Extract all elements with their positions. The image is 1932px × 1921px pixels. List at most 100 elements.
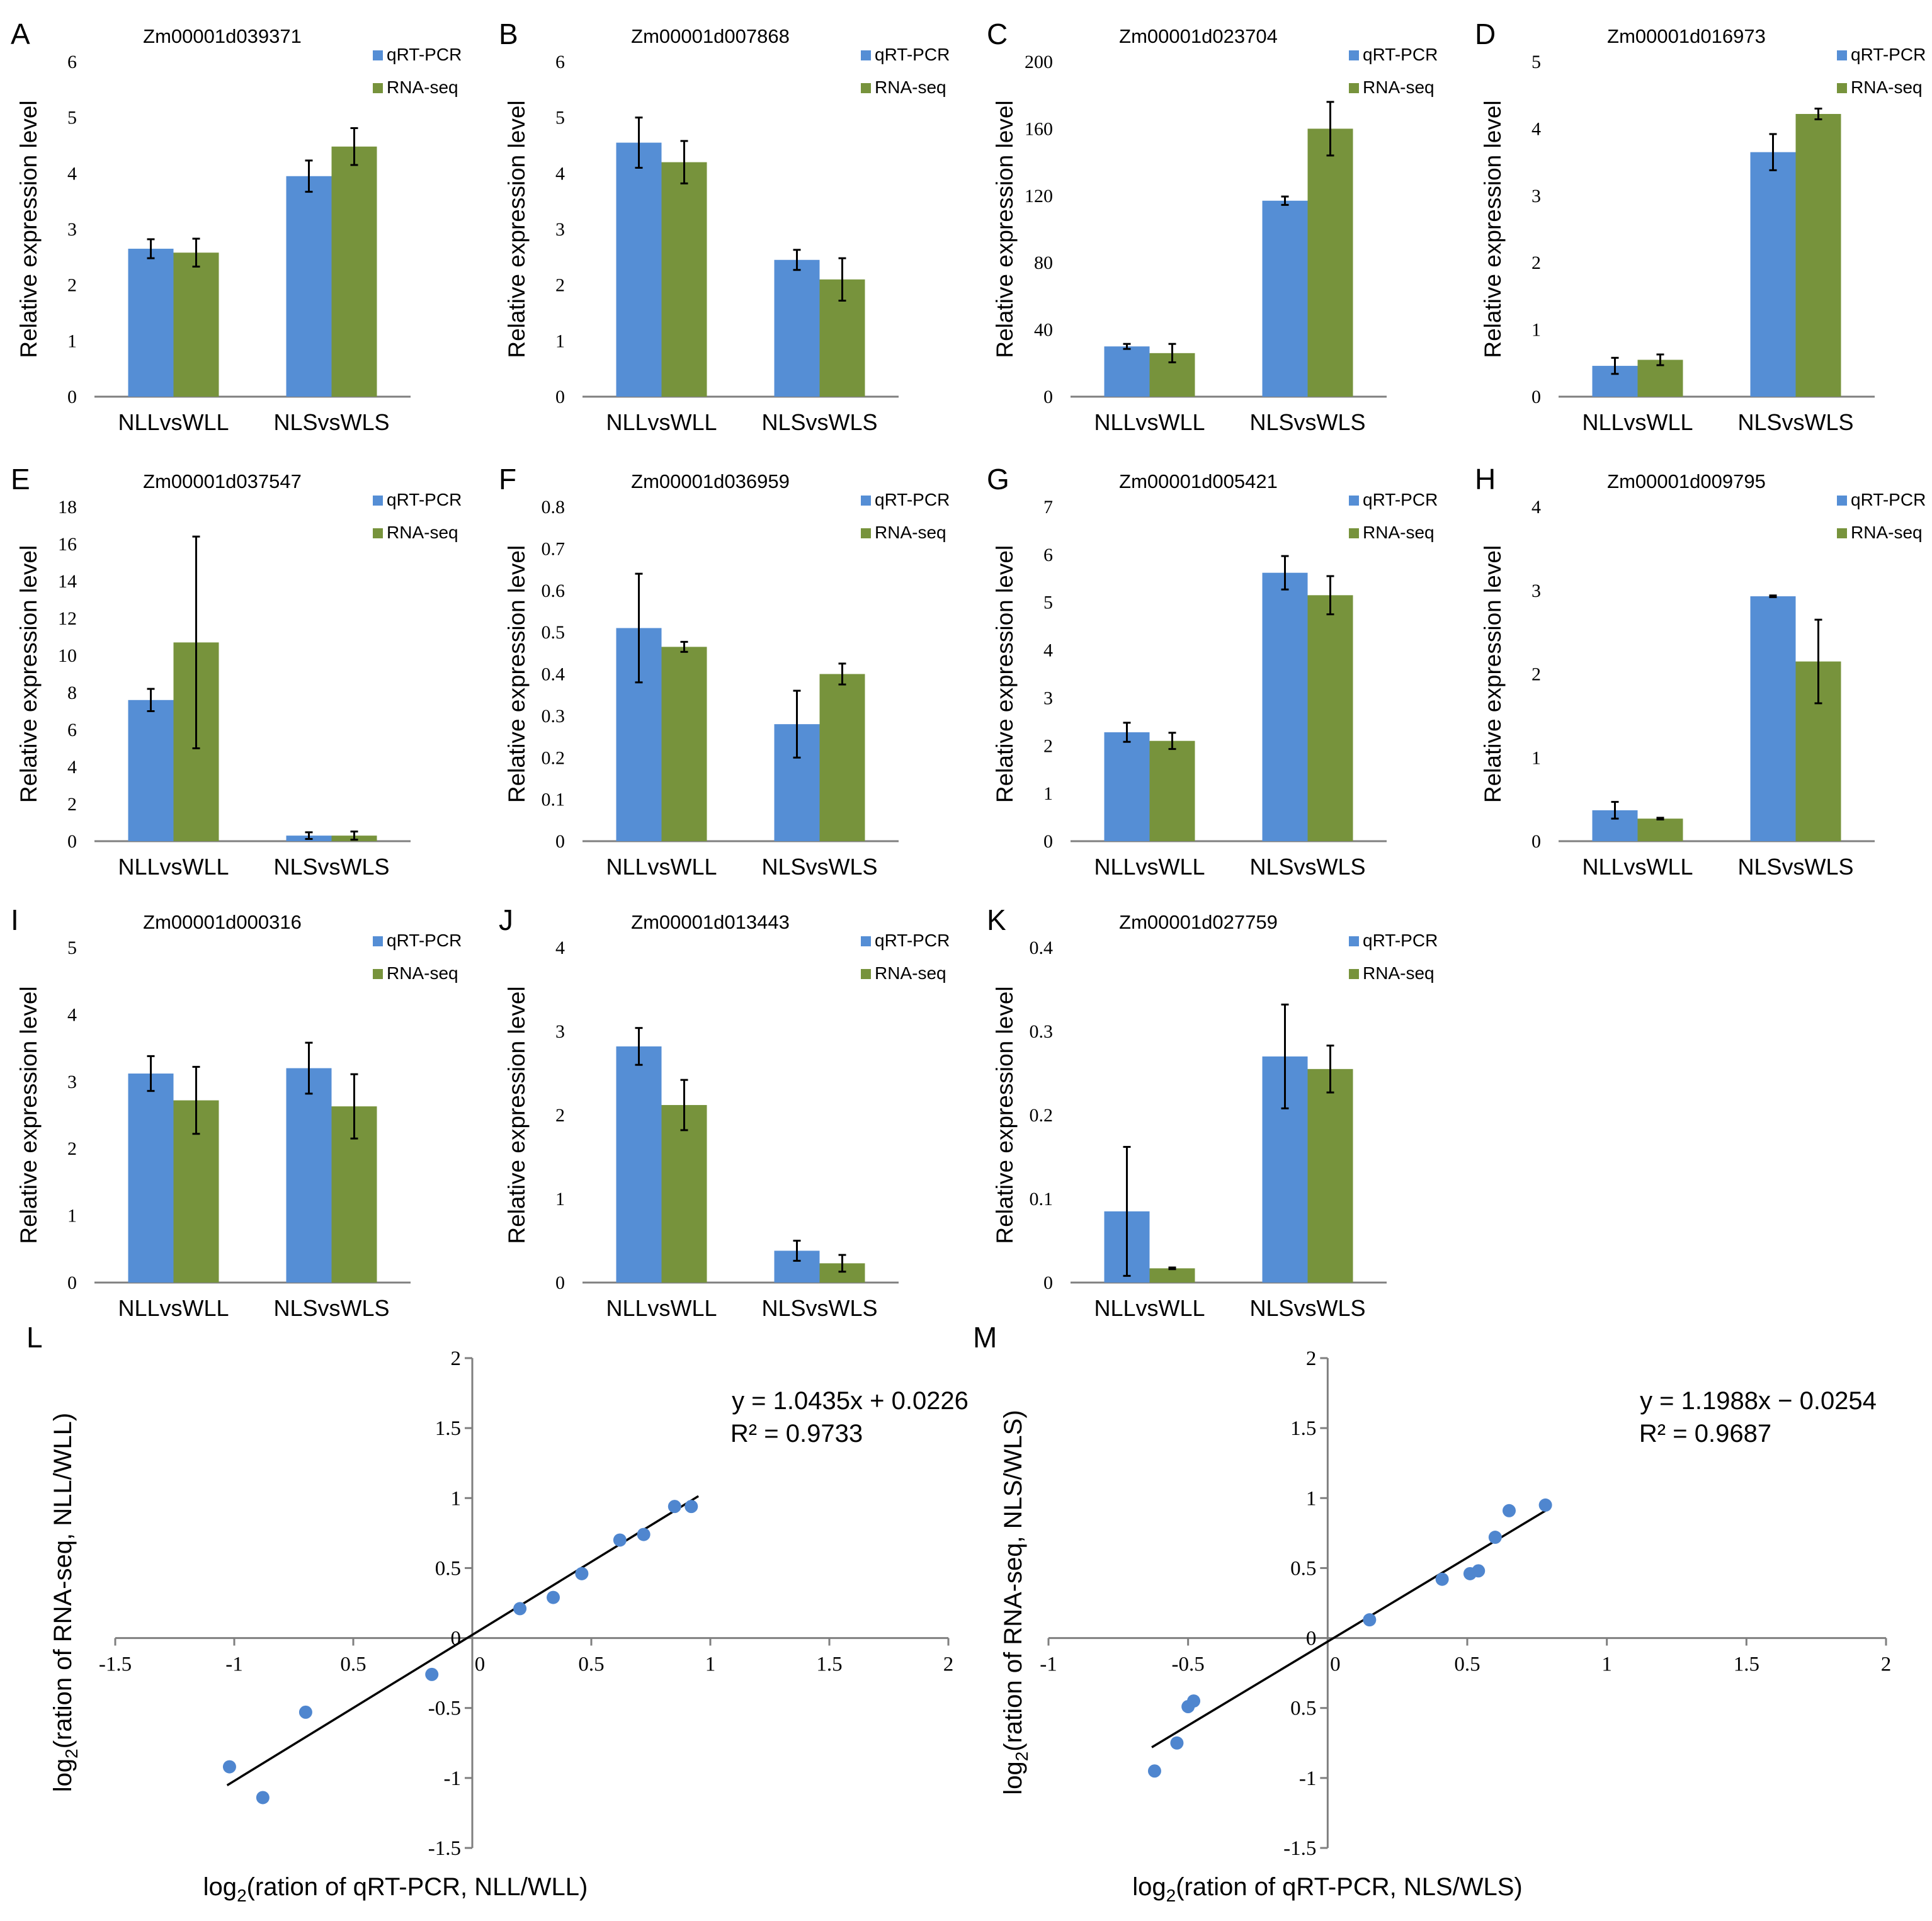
y-tick-label: -1.5 [1283, 1837, 1316, 1860]
bar-rna-seq [1149, 1268, 1195, 1283]
x-tick-label: 0.5 [578, 1653, 604, 1676]
y-axis-label: Relative expression level [16, 100, 42, 358]
y-tick-label: 1 [67, 1206, 77, 1227]
y-tick-label: 2 [1531, 252, 1541, 273]
panel-letter: H [1475, 463, 1496, 496]
legend-swatch-qrt-pcr [861, 496, 871, 506]
panel-letter: C [987, 18, 1008, 50]
y-tick-label: -0.5 [428, 1697, 461, 1720]
x-tick-label: NLLvsWLL [1094, 409, 1205, 435]
charts-layer: A Zm00001d039371 Relative expression level… [11, 18, 1926, 1905]
y-tick-label: 0.4 [542, 664, 565, 685]
y-tick-label: 3 [1043, 688, 1053, 708]
legend-label-rna-seq: RNA-seq [387, 523, 458, 542]
y-tick-label: 4 [555, 163, 565, 184]
panel-letter: J [499, 904, 513, 936]
chart-title: Zm00001d023704 [1119, 25, 1278, 47]
chart-title: Zm00001d013443 [631, 911, 790, 933]
y-tick-label: 1.5 [1290, 1417, 1316, 1440]
y-tick-label: 1 [67, 331, 77, 351]
bar-qrt-pcr [1104, 346, 1150, 397]
legend-label-qrt-pcr: qRT-PCR [875, 45, 950, 64]
data-point [1503, 1504, 1516, 1517]
y-axis-label: Relative expression level [504, 545, 530, 803]
y-axis-label: Relative expression level [992, 100, 1018, 358]
y-tick-label: 14 [58, 571, 77, 592]
y-tick-label: 3 [1531, 186, 1541, 207]
y-tick-label: -1 [444, 1767, 462, 1790]
chart-title: Zm00001d000316 [143, 911, 302, 933]
y-axis-label: log2(ration of RNA-seq, NLS/WLS) [999, 1410, 1031, 1794]
legend-swatch-qrt-pcr [1837, 50, 1847, 60]
data-point [1170, 1736, 1184, 1750]
chart-title: Zm00001d037547 [143, 470, 302, 492]
legend-label-rna-seq: RNA-seq [1851, 77, 1923, 97]
legend-swatch-qrt-pcr [1349, 50, 1359, 60]
y-tick-label: 0.5 [1290, 1557, 1316, 1580]
y-tick-label: 1 [1306, 1487, 1317, 1510]
data-point [685, 1500, 698, 1514]
y-tick-label: 200 [1025, 52, 1053, 72]
y-tick-label: 6 [555, 52, 565, 72]
y-tick-label: 3 [67, 1072, 77, 1092]
data-point [513, 1602, 527, 1616]
data-point [256, 1791, 270, 1805]
x-tick-label: NLSvsWLS [761, 854, 877, 880]
data-point [1538, 1498, 1552, 1512]
y-tick-label: 80 [1034, 252, 1053, 273]
y-tick-label: 1 [1043, 783, 1053, 804]
regression-equation: y = 1.0435x + 0.0226 [732, 1387, 969, 1415]
bar-rna-seq [661, 162, 707, 397]
panel-letter: K [987, 904, 1006, 936]
panel-letter: F [499, 463, 516, 496]
y-tick-label: 1 [555, 331, 565, 351]
bar-rna-seq [1149, 740, 1195, 841]
y-tick-label: 3 [1531, 581, 1541, 601]
bar-rna-seq [1307, 595, 1353, 841]
y-tick-label: 3 [555, 219, 565, 240]
y-tick-label: 0.3 [1030, 1021, 1054, 1042]
x-tick-label: NLLvsWLL [118, 1295, 229, 1321]
panel-letter: M [973, 1321, 997, 1354]
y-tick-label: 5 [67, 108, 77, 128]
y-axis-label: Relative expression level [504, 986, 530, 1244]
y-tick-label: 0 [555, 387, 565, 407]
legend-swatch-rna-seq [1837, 83, 1847, 93]
y-tick-label: 2 [555, 275, 565, 296]
y-axis-label: Relative expression level [16, 545, 42, 803]
legend-label-qrt-pcr: qRT-PCR [1363, 490, 1438, 509]
x-tick-label: 1.5 [816, 1653, 842, 1676]
y-tick-label: 120 [1025, 186, 1053, 207]
y-tick-label: 12 [58, 608, 77, 629]
x-tick-label: 1 [1601, 1653, 1612, 1676]
x-tick-label: 0 [1330, 1653, 1341, 1676]
panel-letter: G [987, 463, 1009, 496]
legend-swatch-qrt-pcr [1837, 496, 1847, 506]
y-tick-label: 0.2 [1030, 1105, 1054, 1126]
legend-swatch-qrt-pcr [373, 50, 383, 60]
legend-swatch-rna-seq [373, 528, 383, 538]
y-tick-label: 0 [555, 1272, 565, 1293]
bar-rna-seq [661, 647, 707, 841]
x-tick-label: NLLvsWLL [118, 409, 229, 435]
y-axis-label: log2(ration of RNA-seq, NLL/WLL) [49, 1413, 81, 1792]
y-tick-label: 4 [1531, 497, 1541, 518]
chart-title: Zm00001d005421 [1119, 470, 1278, 492]
legend-swatch-rna-seq [1837, 528, 1847, 538]
bar-panel-b: B Zm00001d007868 Relative expression level… [499, 18, 950, 435]
legend-label-rna-seq: RNA-seq [875, 77, 946, 97]
legend-swatch-rna-seq [861, 969, 871, 979]
y-tick-label: 8 [67, 683, 77, 703]
y-tick-label: 10 [58, 645, 77, 666]
x-tick-label: -1 [225, 1653, 243, 1676]
bar-panel-e: E Zm00001d037547 Relative expression level… [11, 463, 462, 880]
y-axis-label: Relative expression level [504, 100, 530, 358]
y-tick-label: 0 [1043, 387, 1053, 407]
data-point [425, 1667, 439, 1681]
y-tick-label: 0 [67, 1272, 77, 1293]
y-tick-label: 4 [67, 1004, 77, 1025]
y-tick-label: 0.8 [542, 497, 565, 518]
data-point [1187, 1694, 1201, 1708]
y-tick-label: 2 [67, 794, 77, 815]
